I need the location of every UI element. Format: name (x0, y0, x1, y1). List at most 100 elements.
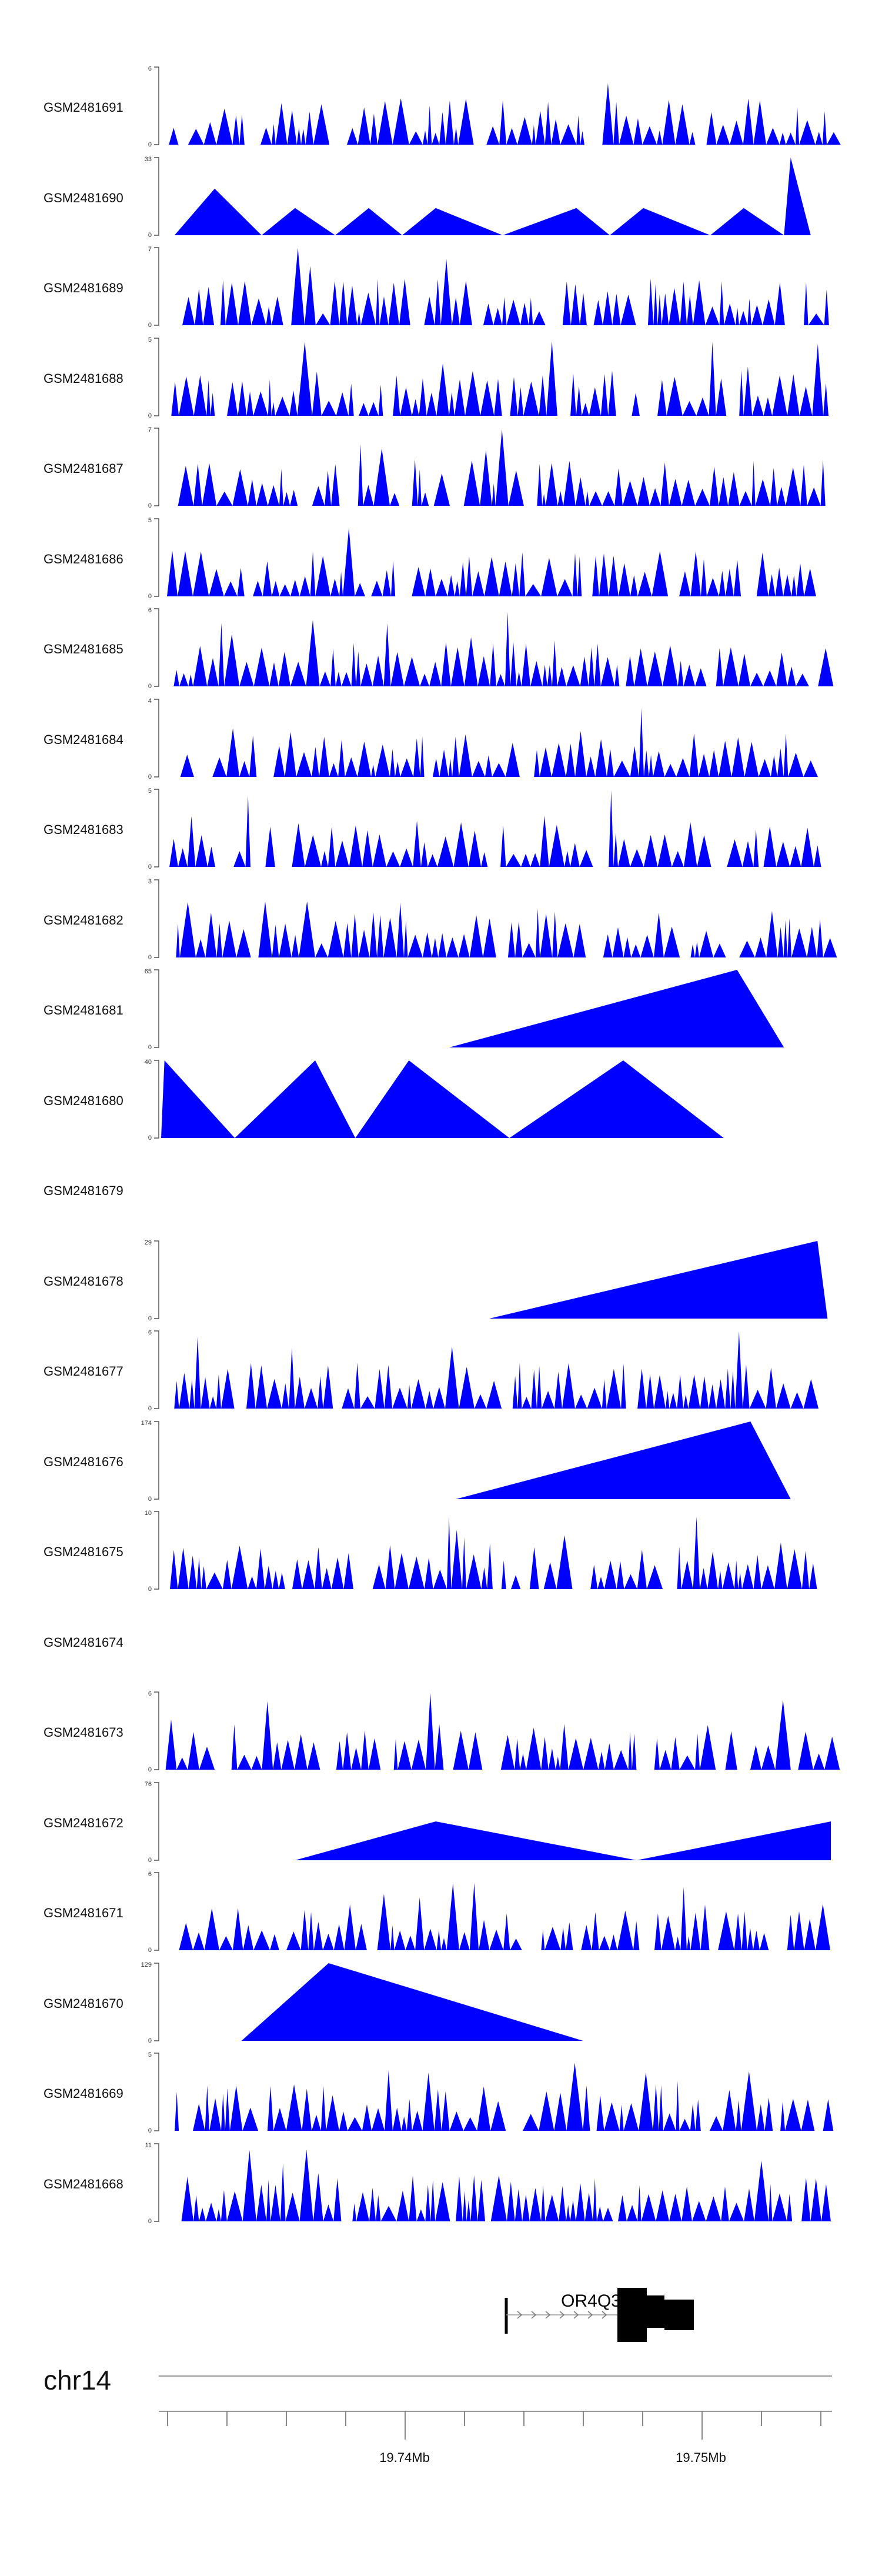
y-max-label: 6 (148, 1690, 152, 1697)
y-min-label: 0 (148, 593, 152, 600)
coverage-area (180, 708, 833, 777)
y-min-label: 0 (148, 1044, 152, 1051)
track-GSM2481680: GSM2481680 40 0 (0, 1059, 882, 1142)
coverage-plot: 10 0 (145, 1510, 831, 1593)
track-label: GSM2481677 (44, 1364, 123, 1379)
track-label: GSM2481684 (44, 732, 123, 747)
track-GSM2481689: GSM2481689 7 0 (0, 246, 882, 329)
y-max-label: 6 (148, 1871, 152, 1878)
y-axis (154, 2143, 159, 2222)
y-max-label: 6 (148, 65, 152, 72)
y-axis (154, 1691, 159, 1770)
y-min-label: 0 (148, 1315, 152, 1322)
intron-chevron (559, 2311, 565, 2319)
track-label: GSM2481691 (44, 100, 123, 115)
coverage-area (295, 1782, 831, 1860)
coverage-plot: 129 0 (141, 1961, 583, 2044)
y-min-label: 0 (148, 1947, 152, 1954)
track-GSM2481671: GSM2481671 6 0 (0, 1871, 882, 1954)
coverage-area (173, 612, 834, 686)
y-min-label: 0 (148, 502, 152, 509)
y-max-label: 4 (148, 698, 152, 705)
track-GSM2481685: GSM2481685 6 0 (0, 607, 882, 690)
y-max-label: 129 (141, 1961, 152, 1968)
track-label: GSM2481682 (44, 912, 123, 927)
y-axis (154, 1962, 159, 2041)
coverage-area (165, 1693, 840, 1770)
y-max-label: 29 (145, 1239, 152, 1246)
y-max-label: 5 (148, 2051, 152, 2058)
coverage-plot: 60 (148, 65, 841, 148)
gene-exon-block (617, 2288, 647, 2342)
y-axis (154, 1059, 159, 1139)
y-max-label: 6 (148, 1329, 152, 1336)
y-max-label: 65 (145, 968, 152, 975)
y-min-label: 0 (148, 2037, 152, 2044)
coverage-plot: 40 (148, 698, 833, 780)
y-max-label: 40 (145, 1059, 152, 1066)
coverage-plot: 60 (148, 607, 834, 690)
y-min-label: 0 (148, 412, 152, 419)
coverage-area (178, 429, 837, 506)
y-max-label: 5 (148, 788, 152, 795)
coverage-area (167, 527, 833, 596)
coverage-area (175, 2063, 834, 2131)
track-label: GSM2481671 (44, 1906, 123, 1920)
coverage-area (456, 1421, 791, 1499)
y-max-label: 3 (148, 878, 152, 885)
coverage-area (449, 970, 784, 1047)
y-max-label: 33 (145, 156, 152, 163)
y-max-label: 5 (148, 517, 152, 524)
coverage-plot: 50 (148, 788, 833, 870)
track-label: GSM2481673 (44, 1725, 123, 1740)
track-label: GSM2481672 (44, 1815, 123, 1830)
coverage-plot: 50 (148, 517, 833, 600)
y-max-label: 5 (148, 336, 152, 343)
y-axis (154, 1781, 159, 1861)
coverage-plot: 50 (148, 336, 829, 419)
coverage-area (241, 1963, 583, 2041)
track-label: GSM2481688 (44, 371, 123, 386)
track-GSM2481669: GSM2481669 5 0 (0, 2051, 882, 2134)
y-min-label: 0 (148, 863, 152, 870)
track-label: GSM2481669 (44, 2086, 123, 2101)
y-axis (154, 789, 159, 867)
y-min-label: 0 (148, 232, 152, 239)
track-label: GSM2481690 (44, 190, 123, 205)
y-axis (154, 428, 159, 506)
intron-chevron (573, 2311, 579, 2319)
y-axis (154, 608, 159, 687)
y-min-label: 0 (148, 1496, 152, 1503)
track-GSM2481678: GSM2481678 29 0 (0, 1239, 882, 1322)
coverage-plot: 70 (148, 246, 829, 329)
coverage-plot: 33 0 (145, 156, 811, 239)
intron-chevron (587, 2311, 593, 2319)
y-min-label: 0 (148, 683, 152, 690)
y-max-label: 7 (148, 246, 152, 253)
y-min-label: 0 (148, 1405, 152, 1412)
coverage-plot: 11 0 (145, 2142, 831, 2225)
coverage-area (182, 248, 829, 325)
track-GSM2481673: GSM2481673 6 0 (0, 1690, 882, 1773)
coverage-area (171, 341, 829, 416)
y-axis (154, 66, 159, 145)
track-label: GSM2481680 (44, 1093, 123, 1108)
y-max-label: 11 (145, 2142, 152, 2149)
track-GSM2481676: GSM2481676 174 0 (0, 1420, 882, 1503)
track-GSM2481675: GSM2481675 10 0 (0, 1510, 882, 1593)
y-axis (154, 969, 159, 1048)
track-label: GSM2481685 (44, 642, 123, 656)
track-label: GSM2481674 (44, 1634, 123, 1650)
y-min-label: 0 (148, 1586, 152, 1593)
axis-tick-label-1: 19.74Mb (379, 2450, 430, 2465)
track-label: GSM2481678 (44, 1273, 123, 1289)
y-axis (154, 879, 159, 958)
y-min-label: 0 (148, 1857, 152, 1864)
y-axis (154, 1872, 159, 1951)
track-GSM2481668: GSM2481668 11 0 (0, 2142, 882, 2225)
track-GSM2481687: GSM2481687 7 0 (0, 426, 882, 509)
track-label: GSM2481676 (44, 1454, 123, 1469)
track-GSM2481681: GSM2481681 65 0 (0, 968, 882, 1051)
coverage-plot: 40 0 (145, 1059, 724, 1142)
